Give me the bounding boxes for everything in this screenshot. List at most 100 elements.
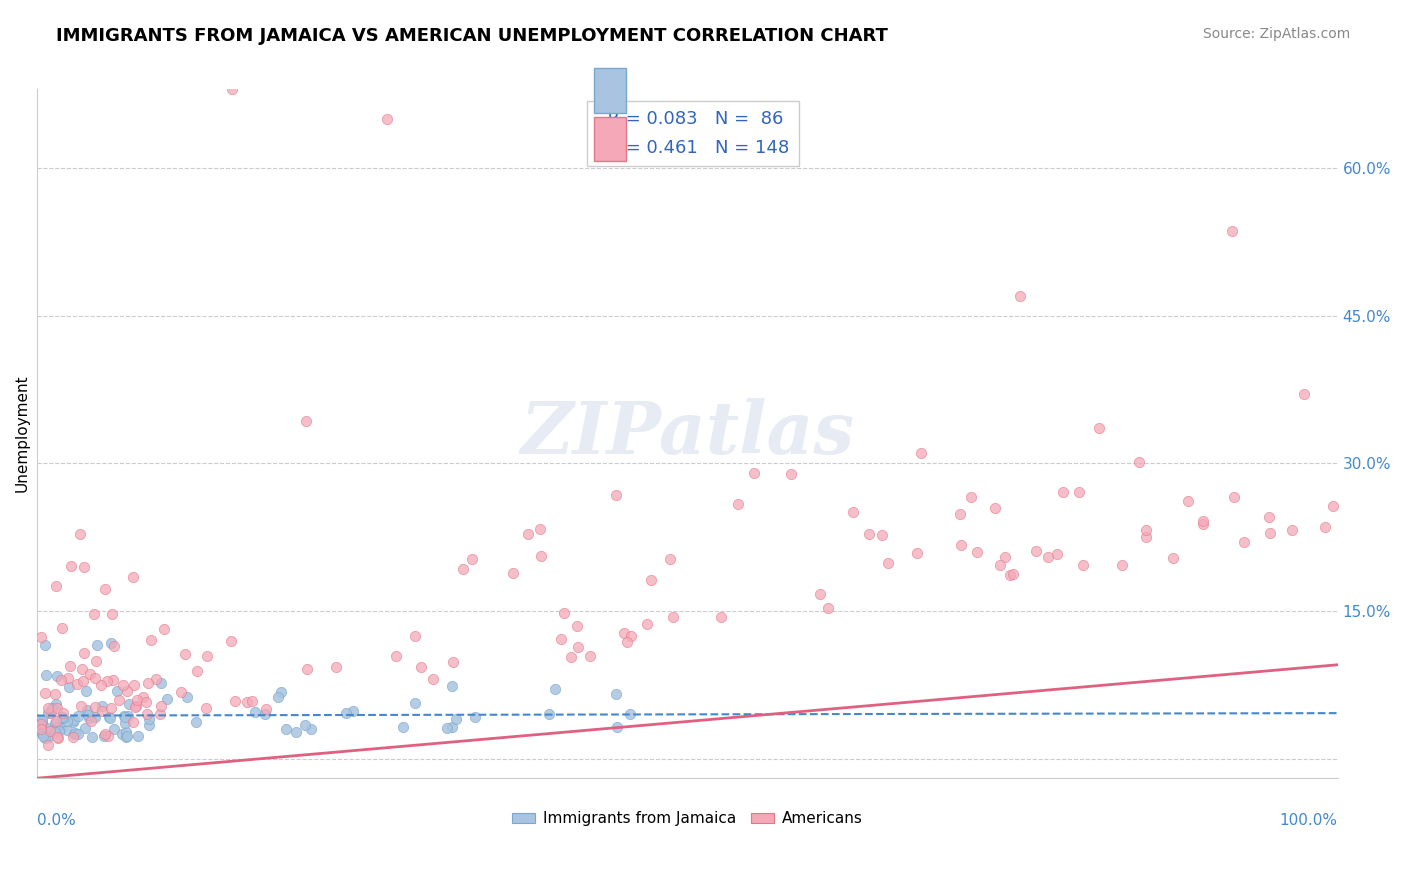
Point [1192,514,1215,528]
Point [46,731,69,746]
Point [41,701,63,715]
Point [267,690,290,704]
Point [375,112,398,126]
Point [31,723,53,737]
Point [858,527,880,541]
Point [94,582,117,596]
Point [517,527,540,541]
Point [537,707,560,722]
Point [1223,491,1246,505]
Point [37,738,59,752]
Point [842,505,865,519]
Point [565,618,588,632]
Point [1177,493,1199,508]
Point [117,708,139,723]
Point [560,649,582,664]
Point [46,701,69,715]
Point [73,721,96,735]
Point [877,556,900,570]
Point [73,560,96,574]
Point [1052,485,1074,500]
Point [136,707,159,722]
Point [103,639,125,653]
Point [73,647,96,661]
Point [75,683,97,698]
Point [294,718,316,732]
Point [69,526,91,541]
Point [640,574,662,588]
Point [1161,550,1184,565]
Point [51,721,73,735]
Point [1258,525,1281,540]
Point [342,704,364,718]
Point [77,711,100,725]
Point [1025,544,1047,558]
Point [84,671,107,685]
Point [988,558,1011,573]
Point [959,490,981,504]
Point [79,667,101,681]
Point [96,673,118,688]
Text: IMMIGRANTS FROM JAMAICA VS AMERICAN UNEMPLOYMENT CORRELATION CHART: IMMIGRANTS FROM JAMAICA VS AMERICAN UNEM… [56,27,889,45]
Point [45,714,67,728]
Point [31,725,53,739]
Point [39,723,62,737]
Point [72,674,94,689]
Point [62,715,84,730]
Point [440,679,463,693]
Point [37,701,59,715]
Point [136,676,159,690]
Point [83,700,105,714]
Point [76,703,98,717]
Point [152,622,174,636]
Point [550,632,572,647]
Point [174,647,197,661]
Point [579,648,602,663]
Point [145,672,167,686]
Point [464,709,486,723]
Point [461,552,484,566]
Point [1281,523,1303,537]
Point [114,715,136,730]
Point [115,729,138,743]
Point [138,718,160,732]
Point [91,699,114,714]
Point [105,684,128,698]
Point [48,724,70,739]
Point [817,600,839,615]
Point [115,730,138,744]
Point [502,566,524,580]
Point [186,664,208,678]
Point [254,707,277,722]
Point [30,717,52,731]
Point [276,722,298,736]
Legend: Immigrants from Jamaica, Americans: Immigrants from Jamaica, Americans [506,805,869,832]
Point [224,694,246,708]
Point [45,730,67,744]
Point [636,616,658,631]
Point [176,690,198,705]
Point [66,677,89,691]
Point [86,638,108,652]
Point [35,668,58,682]
Point [90,678,112,692]
Point [125,699,148,714]
Point [30,723,52,737]
Point [103,673,125,688]
Point [31,714,53,729]
Point [63,713,86,727]
Point [661,610,683,624]
Point [619,706,641,721]
Point [613,625,636,640]
Point [451,562,474,576]
Point [38,723,60,738]
Text: 100.0%: 100.0% [1279,813,1337,828]
Point [56,671,79,685]
Point [404,629,426,643]
Y-axis label: Unemployment: Unemployment [15,375,30,492]
Point [295,414,318,428]
Text: R = 0.083   N =  86
  R = 0.461   N = 148: R = 0.083 N = 86 R = 0.461 N = 148 [596,110,790,157]
Point [44,716,66,731]
Point [103,722,125,736]
Point [112,709,135,723]
